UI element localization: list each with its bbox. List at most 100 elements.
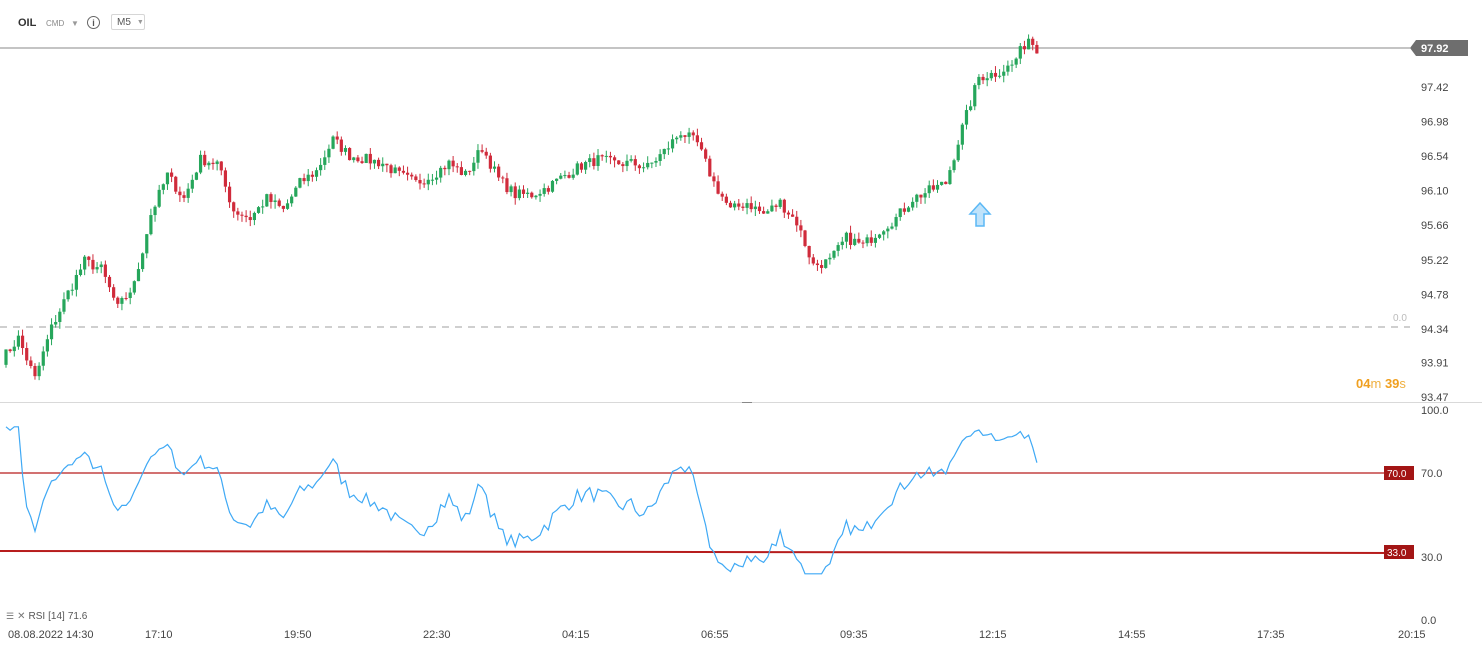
- candle-down: [704, 147, 708, 162]
- candle-body: [368, 153, 372, 164]
- candle-down: [232, 201, 236, 218]
- candle-body: [112, 287, 116, 298]
- candle-up: [824, 259, 828, 269]
- candle-body: [132, 281, 136, 293]
- candle-body: [517, 189, 521, 199]
- candle-body: [844, 232, 849, 242]
- candle-up: [534, 194, 538, 200]
- candle-body: [662, 148, 666, 155]
- settings-icon[interactable]: ☰: [6, 611, 15, 621]
- candle-down: [795, 210, 799, 232]
- candle-up: [550, 180, 555, 193]
- candle-down: [815, 259, 820, 271]
- candle-body: [74, 274, 78, 290]
- candle-body: [641, 167, 646, 169]
- candle-body: [78, 269, 83, 275]
- price-tick-label: 94.34: [1421, 324, 1449, 336]
- candle-down: [451, 155, 455, 173]
- candle-up: [948, 166, 952, 185]
- candle-body: [969, 106, 973, 111]
- candle-body: [492, 166, 497, 169]
- candle-up: [865, 234, 869, 247]
- symbol-name[interactable]: OIL: [18, 17, 37, 29]
- candle-body: [857, 238, 861, 243]
- candle-up: [828, 253, 832, 265]
- candle-up: [571, 168, 575, 180]
- candle-body: [505, 178, 509, 193]
- candle-up: [352, 156, 356, 163]
- rsi-lower-level-line: [0, 550, 1413, 554]
- candle-down: [410, 172, 414, 180]
- candle-body: [356, 157, 360, 162]
- candle-up: [190, 174, 194, 193]
- candle-up: [956, 140, 960, 162]
- candle-down: [513, 182, 517, 205]
- candle-down: [530, 191, 534, 199]
- info-icon[interactable]: i: [87, 16, 100, 29]
- candle-body: [757, 206, 762, 212]
- candle-body: [745, 203, 749, 208]
- candle-down: [348, 147, 352, 161]
- candle-up: [128, 287, 132, 305]
- candle-body: [567, 175, 571, 178]
- candle-body: [83, 256, 87, 270]
- candle-up: [45, 334, 49, 357]
- candle-body: [708, 158, 712, 177]
- price-tick-label: 96.10: [1421, 186, 1449, 198]
- timeframe-select[interactable]: M5 ▼: [111, 14, 145, 30]
- close-icon[interactable]: ✕: [17, 611, 26, 622]
- candle-up: [687, 127, 691, 144]
- time-tick-label: 08.08.2022: [8, 629, 63, 641]
- time-tick-label: 04:15: [562, 629, 590, 641]
- buy-signal-arrow-icon: [968, 201, 992, 227]
- candle-up: [314, 167, 319, 182]
- candle-down: [124, 292, 128, 301]
- candle-up: [538, 189, 542, 202]
- time-tick-label: 20:15: [1398, 629, 1426, 641]
- candle-down: [277, 198, 281, 208]
- candle-down: [227, 181, 232, 208]
- candle-down: [857, 232, 861, 244]
- candle-up: [194, 171, 199, 181]
- candle-up: [629, 155, 633, 163]
- candle-down: [807, 245, 811, 265]
- candle-body: [62, 299, 66, 312]
- candle-body: [501, 177, 505, 179]
- candle-body: [608, 155, 613, 158]
- candle-up: [575, 161, 579, 176]
- candle-body: [890, 226, 894, 229]
- candle-body: [948, 170, 952, 185]
- candle-body: [952, 160, 956, 171]
- candle-up: [625, 154, 629, 172]
- candle-up: [1006, 60, 1010, 76]
- candle-body: [985, 78, 989, 81]
- candle-body: [596, 155, 600, 167]
- candle-up: [99, 261, 103, 274]
- candle-up: [658, 149, 662, 166]
- candle-body: [410, 174, 414, 177]
- rsi-upper-level-badge: [1384, 466, 1414, 480]
- candle-down: [749, 196, 753, 213]
- symbol-dropdown-icon[interactable]: ▼: [71, 18, 79, 28]
- candle-up: [290, 194, 294, 207]
- candle-up: [120, 296, 124, 311]
- candle-body: [290, 196, 294, 204]
- candle-body: [165, 172, 170, 185]
- candle-down: [919, 194, 923, 204]
- candle-up: [836, 242, 840, 257]
- candle-up: [256, 206, 261, 214]
- candle-body: [1010, 64, 1014, 66]
- candle-down: [103, 260, 107, 284]
- candle-body: [981, 76, 985, 81]
- candle-body: [964, 110, 969, 125]
- candle-body: [298, 178, 302, 188]
- candle-body: [459, 167, 463, 175]
- candle-down: [488, 152, 492, 173]
- candle-down: [112, 284, 116, 301]
- candle-body: [737, 203, 741, 207]
- candle-body: [998, 75, 1002, 77]
- candle-up: [476, 144, 480, 169]
- candle-up: [675, 136, 679, 144]
- candle-body: [770, 205, 774, 212]
